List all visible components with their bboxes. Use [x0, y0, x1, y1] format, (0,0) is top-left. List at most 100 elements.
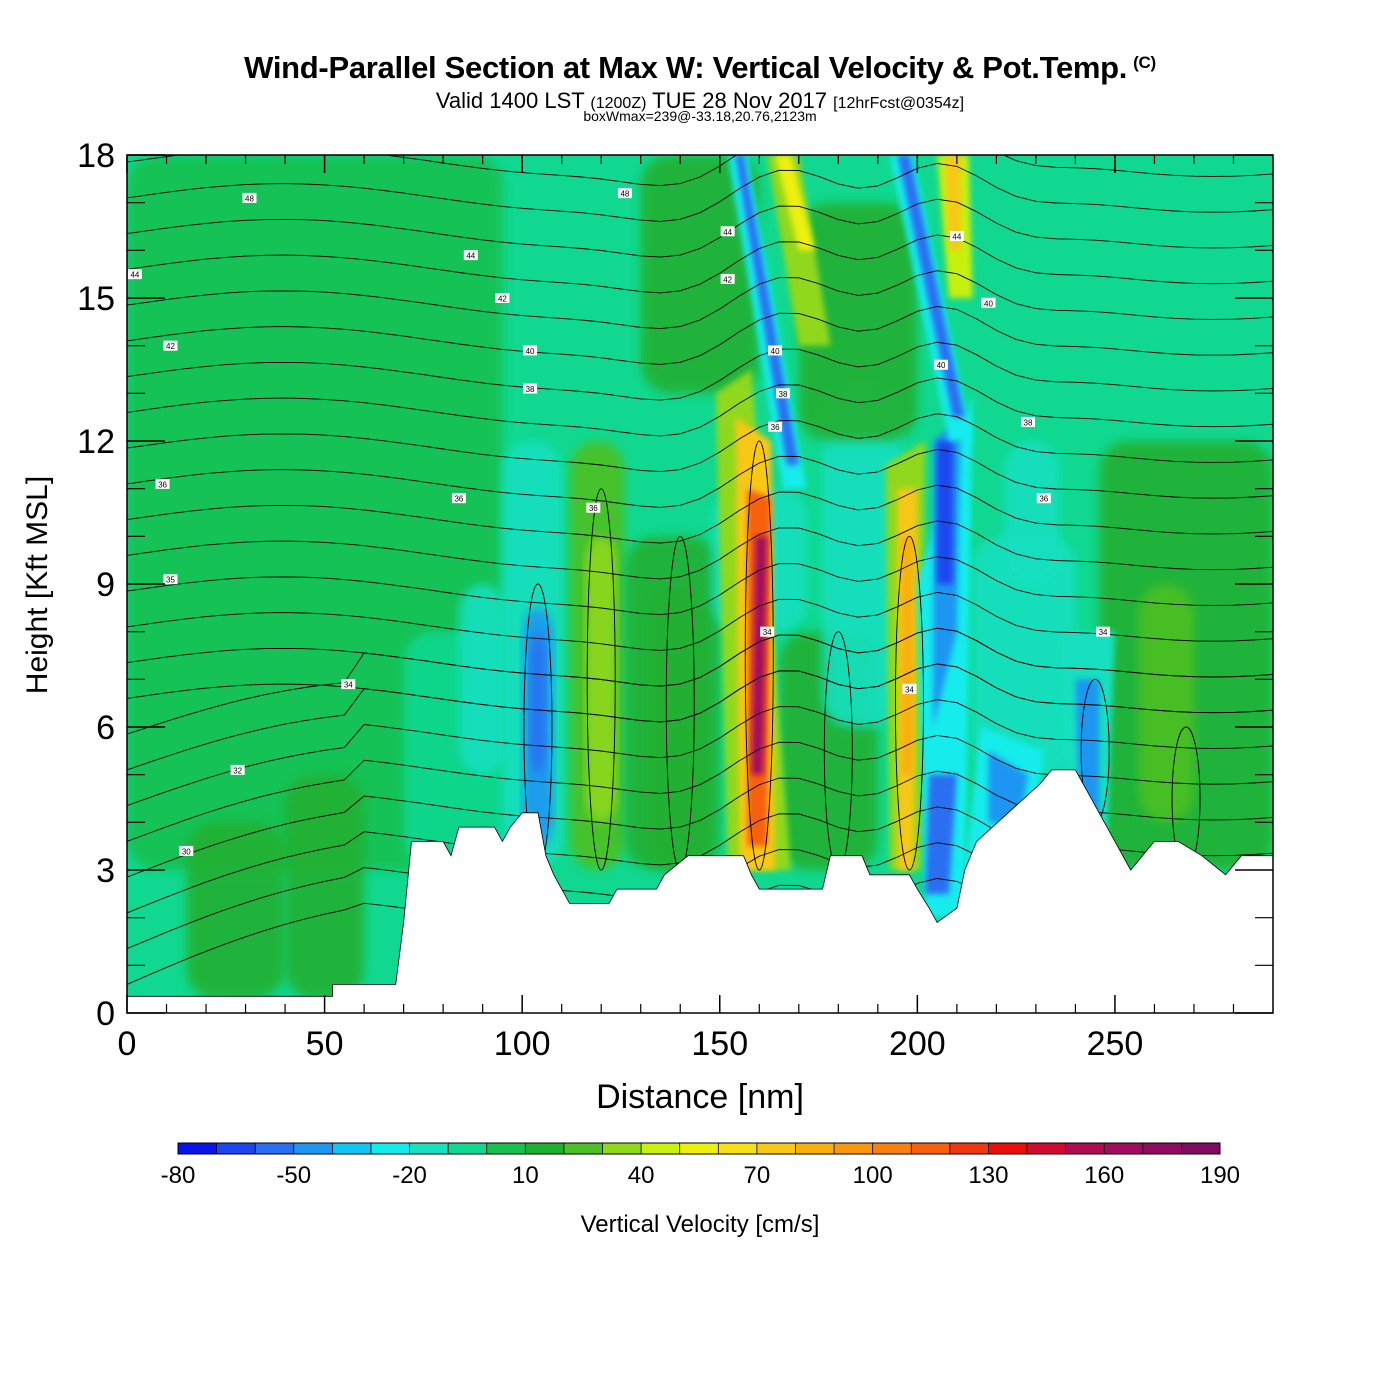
- updraft-core: [901, 536, 914, 775]
- theta-label: 42: [498, 295, 507, 304]
- terrain-mask: [127, 769, 1273, 1013]
- theta-label: 48: [620, 190, 629, 199]
- theta-label: 35: [166, 576, 175, 585]
- theta-label: 44: [130, 271, 139, 280]
- theta-label: 36: [771, 423, 780, 432]
- colorbar-swatch: [486, 1143, 526, 1154]
- colorbar-swatch: [988, 1143, 1028, 1154]
- theta-label-bg: [1096, 626, 1111, 637]
- colorbar-frame: [177, 1142, 1221, 1155]
- theta-isentrope: [127, 270, 1273, 330]
- x-tick-label: 50: [306, 1025, 344, 1063]
- colorbar-tick-label: -80: [161, 1162, 196, 1189]
- theta-label-bg: [617, 188, 632, 199]
- theta-isentrope: [127, 162, 1273, 222]
- theta-label: 44: [723, 228, 732, 237]
- theta-label: 34: [763, 628, 772, 637]
- theta-label-bg: [981, 297, 996, 308]
- colorbar-swatch: [795, 1143, 835, 1154]
- plot-area: 48 48 44 44 44 42 44 42 42 40 40 40 40 38 38 38 36 36 36 36…: [127, 155, 1273, 1013]
- x-tick-label: 150: [691, 1025, 748, 1063]
- theta-isentrope: [127, 627, 1273, 687]
- velocity-region: [458, 584, 507, 775]
- velocity-region: [822, 393, 902, 727]
- downdraft-core: [735, 155, 799, 465]
- colorbar: -80 -50 -20 10 40 70 100 130 160 190: [161, 1142, 1240, 1189]
- theta-label-bg: [760, 626, 775, 637]
- theta-label: 36: [589, 504, 598, 513]
- boxwmax-info: boxWmax=239@-33.18,20.76,2123m: [583, 108, 817, 124]
- velocity-region: [530, 631, 546, 775]
- y-tick-label: 12: [77, 423, 115, 461]
- colorbar-swatch: [448, 1143, 488, 1154]
- colorbar-swatch: [370, 1143, 411, 1154]
- colorbar-swatch: [293, 1143, 333, 1154]
- colorbar-tick-label: -20: [392, 1162, 427, 1189]
- colorbar-swatch: [834, 1143, 874, 1154]
- theta-label-bg: [586, 502, 601, 513]
- chart-title-text: Wind-Parallel Section at Max W: Vertical…: [244, 50, 1128, 85]
- theta-label: 34: [344, 681, 353, 690]
- colorbar-swatch: [718, 1143, 758, 1154]
- theta-label: 36: [454, 495, 463, 504]
- colorbar-swatch: [525, 1143, 565, 1154]
- colorbar-swatch: [1065, 1143, 1105, 1154]
- colorbar-swatch: [602, 1143, 642, 1154]
- theta-label: 42: [723, 275, 732, 284]
- theta-label: 40: [771, 347, 780, 356]
- valid-date: TUE 28 Nov 2017: [652, 88, 828, 113]
- colorbar-tick-label: 70: [744, 1162, 771, 1189]
- velocity-region: [1004, 441, 1060, 584]
- theta-label-bg: [775, 388, 790, 399]
- theta-isentrope: [127, 448, 1273, 508]
- y-tick-label: 0: [96, 995, 115, 1033]
- theta-label-bg: [242, 192, 257, 203]
- theta-label-bg: [934, 359, 949, 370]
- theta-label: 34: [1099, 628, 1108, 637]
- colorbar-tick-label: 40: [628, 1162, 655, 1189]
- theta-label: 38: [526, 385, 535, 394]
- theta-label-bg: [949, 231, 964, 242]
- theta-isentrope: [127, 413, 1273, 473]
- theta-label-bg: [1036, 493, 1051, 504]
- theta-isentrope: [127, 341, 1273, 401]
- terrain-outline: [127, 769, 1273, 997]
- theta-label-bg: [179, 845, 194, 856]
- theta-label-bg: [523, 383, 538, 394]
- theta-label: 48: [245, 194, 254, 203]
- theta-label-bg: [902, 683, 917, 694]
- colorbar-swatch: [1027, 1143, 1067, 1154]
- colorbar-tick-label: 130: [968, 1162, 1008, 1189]
- theta-label-bg: [341, 679, 356, 690]
- velocity-region: [648, 584, 704, 870]
- theta-isentrope: [127, 663, 1273, 723]
- theta-isentrope: [127, 484, 1273, 544]
- theta-labels: 48 48 44 44 44 42 44 42 42 40 40 40 40 38 38 38 36 36 36 36…: [127, 188, 1111, 856]
- downdraft-core: [925, 774, 957, 894]
- theta-isentrope: [127, 699, 1273, 807]
- colorbar-tick-label: 160: [1084, 1162, 1124, 1189]
- forecast-info: [12hrFcst@0354z]: [833, 95, 965, 112]
- theta-label: 34: [905, 685, 914, 694]
- colorbar-tick-label: -50: [276, 1162, 311, 1189]
- velocity-region: [640, 155, 760, 394]
- theta-label: 40: [984, 299, 993, 308]
- theta-label-bg: [523, 345, 538, 356]
- theta-label-bg: [163, 574, 178, 585]
- theta-label: 32: [233, 766, 242, 775]
- colorbar-swatch: [563, 1143, 604, 1154]
- colorbar-label: Vertical Velocity [cm/s]: [581, 1211, 820, 1238]
- chart-title: Wind-Parallel Section at Max W: Vertical…: [0, 50, 1400, 86]
- theta-isentrope: [127, 305, 1273, 365]
- theta-label-bg: [155, 478, 170, 489]
- chart-subtitle: Valid 1400 LST (1200Z) TUE 28 Nov 2017 […: [0, 88, 1400, 114]
- y-tick-label: 6: [96, 709, 115, 747]
- velocity-region: [1138, 584, 1194, 823]
- y-tick-label: 18: [77, 137, 115, 175]
- theta-label: 30: [182, 847, 191, 856]
- colorbar-swatch: [332, 1143, 372, 1154]
- theta-isentrope: [127, 155, 1273, 187]
- updraft-core: [945, 155, 961, 251]
